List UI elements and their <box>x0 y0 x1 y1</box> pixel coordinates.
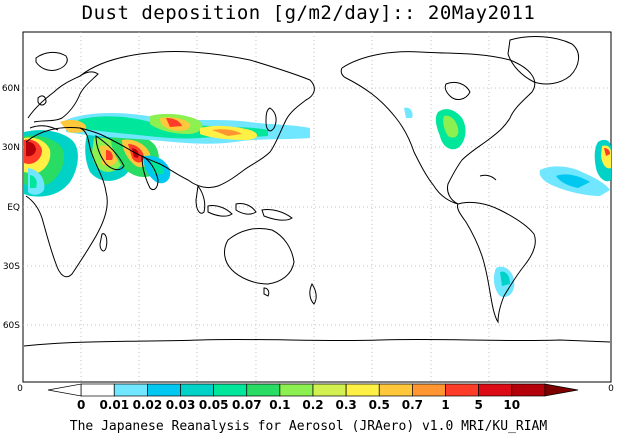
lat-label-60n: 60N <box>2 84 20 94</box>
colorbar-swatch <box>511 383 546 397</box>
colorbar-swatch <box>180 383 214 397</box>
colorbar-swatch <box>47 383 82 397</box>
colorbar-swatch <box>478 383 513 397</box>
colorbar-swatch <box>445 383 479 397</box>
frame-tick-left: 0 <box>17 384 23 394</box>
colorbar-swatch <box>378 383 413 397</box>
map-frame <box>22 31 612 383</box>
colorbar-label: 5 <box>474 398 482 412</box>
lat-label-eq: EQ <box>7 203 20 213</box>
colorbar-labels: 0 0.01 0.02 0.03 0.05 0.07 0.1 0.2 0.3 0.5 0.7 1 5 10 <box>77 398 520 412</box>
colorbar-swatch <box>246 383 281 397</box>
colorbar-swatch <box>345 383 380 397</box>
colorbar-label: 0.5 <box>369 398 390 412</box>
footer-credit: The Japanese Reanalysis for Aerosol (JRA… <box>69 419 548 434</box>
colorbar-swatch <box>412 383 446 397</box>
colorbar-swatch <box>147 383 181 397</box>
colorbar-label: 0.03 <box>166 398 196 412</box>
colorbar-label: 0.2 <box>302 398 323 412</box>
colorbar-label: 0.7 <box>402 398 423 412</box>
lat-label-60s: 60S <box>3 321 20 331</box>
colorbar-swatch <box>279 383 314 397</box>
colorbar-label: 0.07 <box>232 398 262 412</box>
colorbar-swatch <box>312 383 347 397</box>
colorbar-swatch <box>544 383 579 397</box>
map-title: Dust deposition [g/m2/day]:: 20May2011 <box>81 2 536 24</box>
dust-plumes <box>24 107 611 298</box>
frame-tick-right: 0 <box>608 384 614 394</box>
colorbar-label: 0.01 <box>99 398 129 412</box>
colorbar-label: 1 <box>441 398 449 412</box>
colorbar-swatch <box>213 383 248 397</box>
colorbar-label: 0.3 <box>335 398 356 412</box>
colorbar-swatch <box>80 383 115 397</box>
colorbar-label: 0.1 <box>269 398 290 412</box>
colorbar <box>47 383 579 397</box>
colorbar-label: 0 <box>77 398 85 412</box>
colorbar-label: 10 <box>503 398 520 412</box>
colorbar-label: 0.05 <box>199 398 229 412</box>
coastlines <box>23 36 611 347</box>
lat-label-30s: 30S <box>3 262 20 272</box>
lat-label-30n: 30N <box>2 143 20 153</box>
colorbar-swatch <box>113 383 148 397</box>
colorbar-label: 0.02 <box>133 398 163 412</box>
